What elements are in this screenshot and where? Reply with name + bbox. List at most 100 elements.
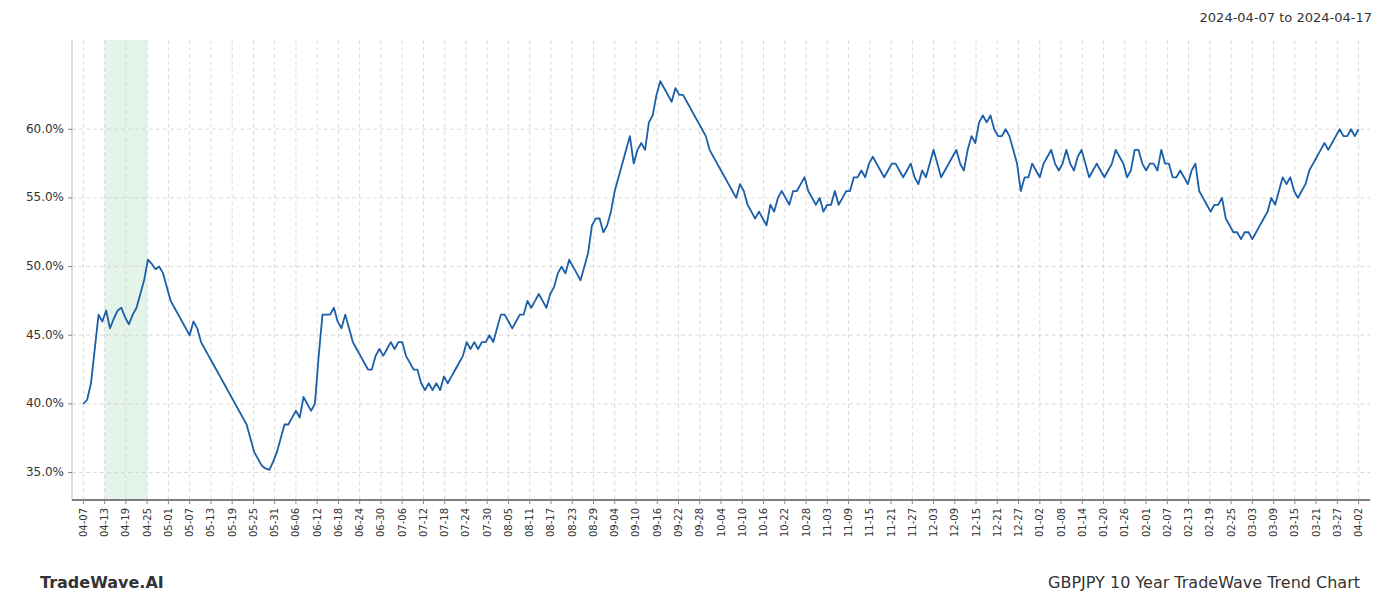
x-tick	[742, 500, 743, 504]
x-tick-label: 09-28	[694, 508, 705, 537]
series-layer	[83, 81, 1358, 470]
x-grid-line	[529, 40, 530, 500]
x-tick	[189, 500, 190, 504]
x-tick	[1252, 500, 1253, 504]
x-tick	[1146, 500, 1147, 504]
y-tick	[68, 403, 72, 404]
x-grid-line	[1294, 40, 1295, 500]
y-tick	[68, 197, 72, 198]
x-tick	[1188, 500, 1189, 504]
x-grid-line	[1209, 40, 1210, 500]
x-grid-line	[1252, 40, 1253, 500]
x-tick-label: 01-20	[1098, 508, 1109, 537]
x-tick-label: 06-12	[312, 508, 323, 537]
x-grid-line	[933, 40, 934, 500]
x-grid-line	[168, 40, 169, 500]
x-grid-line	[1337, 40, 1338, 500]
x-grid-line	[487, 40, 488, 500]
x-tick-label: 01-26	[1119, 508, 1130, 537]
x-tick-label: 03-27	[1332, 508, 1343, 537]
x-grid-line	[1146, 40, 1147, 500]
x-tick-label: 07-30	[482, 508, 493, 537]
x-tick	[891, 500, 892, 504]
x-grid-line	[848, 40, 849, 500]
x-tick	[827, 500, 828, 504]
x-tick	[593, 500, 594, 504]
x-tick	[402, 500, 403, 504]
y-grid-line	[72, 472, 1370, 473]
x-tick	[359, 500, 360, 504]
x-grid-line	[1082, 40, 1083, 500]
x-tick-label: 12-09	[949, 508, 960, 537]
x-tick-label: 05-31	[269, 508, 280, 537]
x-tick	[912, 500, 913, 504]
x-tick-label: 07-06	[397, 508, 408, 537]
x-tick-label: 09-16	[652, 508, 663, 537]
x-grid-line	[1124, 40, 1125, 500]
x-grid-line	[274, 40, 275, 500]
x-grid-line	[508, 40, 509, 500]
x-grid-line	[1231, 40, 1232, 500]
x-tick	[444, 500, 445, 504]
x-tick-label: 07-18	[439, 508, 450, 537]
y-tick-label: 60.0%	[26, 122, 64, 136]
annotation: TradeWave.AI	[40, 573, 164, 592]
x-tick	[147, 500, 148, 504]
x-grid-line	[253, 40, 254, 500]
x-grid-line	[806, 40, 807, 500]
x-tick	[1082, 500, 1083, 504]
highlight-layer	[105, 40, 148, 500]
x-tick	[253, 500, 254, 504]
x-tick-label: 11-03	[822, 508, 833, 537]
x-grid-line	[614, 40, 615, 500]
x-tick	[1018, 500, 1019, 504]
x-grid-line	[1273, 40, 1274, 500]
x-tick	[848, 500, 849, 504]
y-tick-label: 45.0%	[26, 328, 64, 342]
x-tick-label: 12-03	[928, 508, 939, 537]
x-grid-line	[359, 40, 360, 500]
x-grid-line	[572, 40, 573, 500]
x-tick	[614, 500, 615, 504]
x-tick	[572, 500, 573, 504]
x-tick	[1039, 500, 1040, 504]
x-tick-label: 09-10	[630, 508, 641, 537]
x-grid-line	[232, 40, 233, 500]
x-tick-label: 05-19	[227, 508, 238, 537]
x-grid-line	[210, 40, 211, 500]
x-tick	[125, 500, 126, 504]
x-tick-label: 01-14	[1077, 508, 1088, 537]
x-tick-label: 08-05	[503, 508, 514, 537]
x-tick	[678, 500, 679, 504]
x-tick-label: 07-12	[418, 508, 429, 537]
x-tick	[635, 500, 636, 504]
x-grid-line	[976, 40, 977, 500]
x-tick-label: 09-22	[673, 508, 684, 537]
x-tick-label: 02-19	[1204, 508, 1215, 537]
x-tick	[487, 500, 488, 504]
y-tick-label: 35.0%	[26, 465, 64, 479]
x-tick-label: 01-08	[1056, 508, 1067, 537]
x-tick-label: 05-01	[163, 508, 174, 537]
x-tick	[976, 500, 977, 504]
x-tick-label: 03-09	[1268, 508, 1279, 537]
x-tick-label: 02-01	[1141, 508, 1152, 537]
x-grid-line	[125, 40, 126, 500]
x-tick	[1337, 500, 1338, 504]
y-grid-line	[72, 129, 1370, 130]
x-grid-line	[295, 40, 296, 500]
x-tick-label: 11-21	[886, 508, 897, 537]
x-grid-line	[465, 40, 466, 500]
y-tick-label: 50.0%	[26, 259, 64, 273]
x-grid-line	[444, 40, 445, 500]
x-grid-line	[721, 40, 722, 500]
x-tick	[104, 500, 105, 504]
x-tick	[317, 500, 318, 504]
x-tick	[1124, 500, 1125, 504]
x-tick-label: 04-02	[1353, 508, 1364, 537]
x-tick-label: 04-25	[142, 508, 153, 537]
x-grid-line	[380, 40, 381, 500]
x-tick-label: 11-15	[864, 508, 875, 537]
y-axis: 35.0%40.0%45.0%50.0%55.0%60.0%	[26, 122, 72, 479]
x-grid-line	[189, 40, 190, 500]
